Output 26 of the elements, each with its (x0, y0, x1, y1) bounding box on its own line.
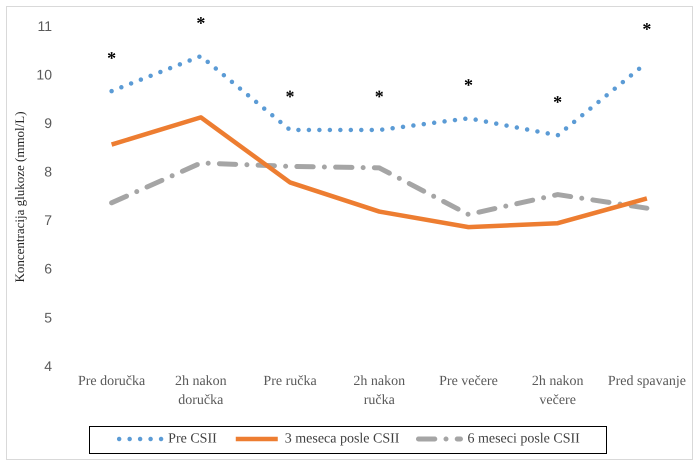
x-tick-label: 2h nakon večere (532, 374, 584, 408)
y-tick-label: 11 (37, 18, 52, 34)
x-tick-label: Pre ručka (263, 374, 318, 390)
annotation: * (464, 74, 473, 95)
legend-label: 3 meseca posle CSII (284, 432, 400, 447)
annotation: * (286, 86, 295, 107)
annotation: * (374, 86, 384, 107)
annotation: * (553, 92, 562, 112)
x-tick-label: Pre večere (439, 374, 498, 390)
x-tick-label: Pre doručka (78, 374, 146, 390)
annotation: * (642, 19, 652, 40)
y-tick-label: 6 (44, 260, 52, 277)
y-tick-label: 7 (44, 212, 52, 228)
y-tick-label: 4 (44, 358, 52, 374)
annotation: * (196, 12, 206, 33)
x-tick-label: Pred spavanje (608, 374, 686, 390)
y-tick-label: 5 (44, 309, 52, 326)
y-tick-label: 10 (36, 66, 52, 82)
legend-label: Pre CSII (168, 432, 218, 447)
y-axis-title: Koncentracija glukoze (mmol/L) (12, 111, 28, 283)
x-tick-label: 2h nakon ručka (353, 374, 406, 408)
y-tick-label: 9 (44, 115, 52, 131)
legend-label: 6 meseci posle CSII (467, 432, 580, 447)
y-tick-label: 8 (44, 164, 52, 180)
annotation: * (107, 48, 116, 68)
x-tick-label: 2h nakon doručka (174, 374, 227, 408)
